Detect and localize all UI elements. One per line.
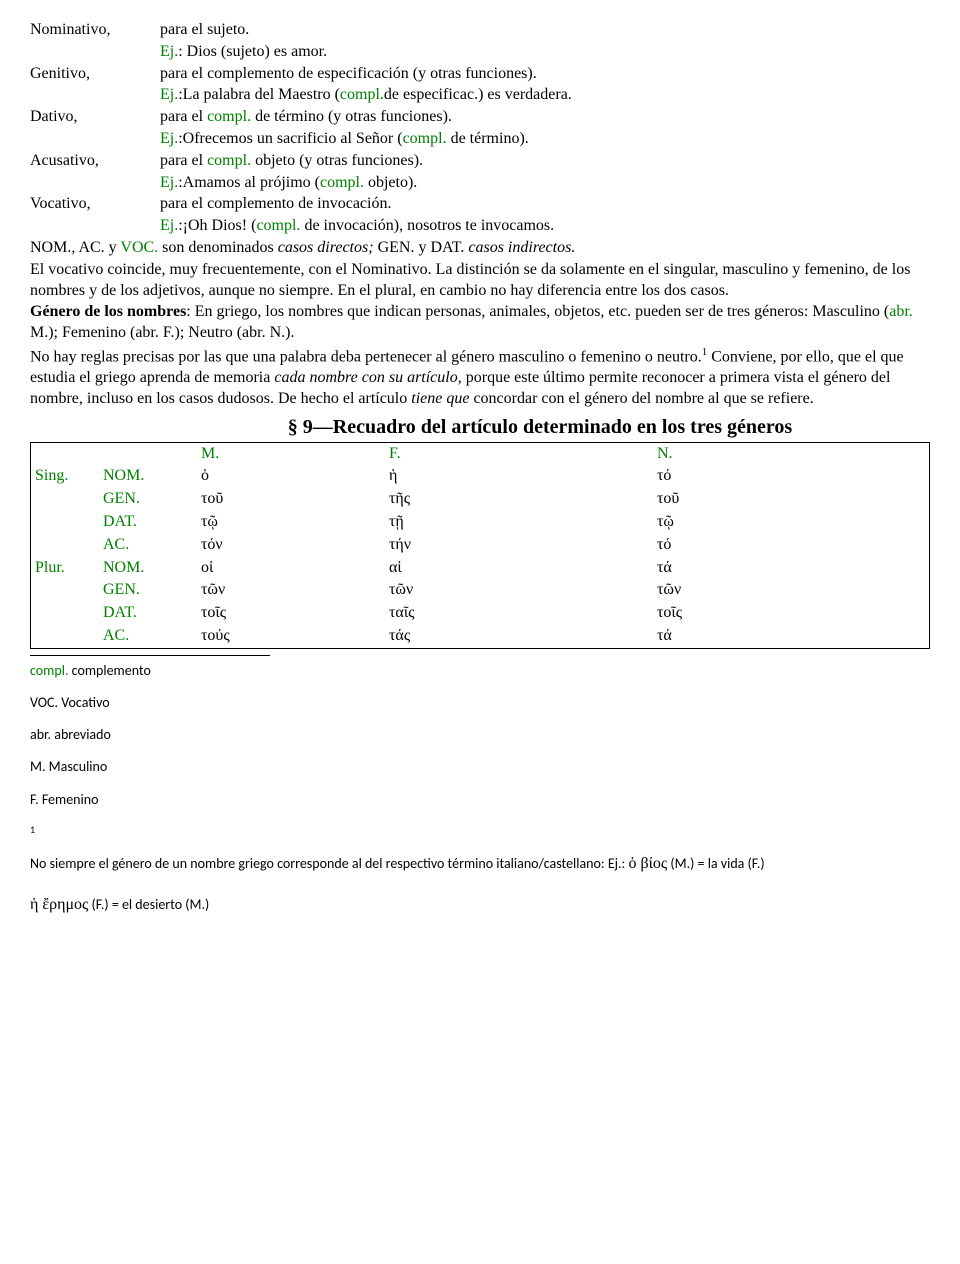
footnote-m: M. Masculino xyxy=(30,758,930,776)
footnote-rule xyxy=(30,655,270,656)
table-row: DAT. τῷ τῇ τῷ xyxy=(31,511,930,534)
table-row: GEN. τῶν τῶν τῶν xyxy=(31,579,930,602)
paragraph-reglas: No hay reglas precisas por las que una p… xyxy=(30,345,930,410)
case-example: Ej.:La palabra del Maestro (compl.de esp… xyxy=(160,85,572,106)
paragraph-genero: Género de los nombres: En griego, los no… xyxy=(30,302,930,344)
footnote-compl: compl. complemento xyxy=(30,662,930,680)
footnote-abr: abr. abreviado xyxy=(30,726,930,744)
case-label: Vocativo, xyxy=(30,194,160,215)
case-example: Ej.:Ofrecemos un sacrificio al Señor (co… xyxy=(160,129,529,150)
footnote-note1: No siempre el género de un nombre griego… xyxy=(30,850,930,877)
case-acusativo: Acusativo, para el compl. objeto (y otra… xyxy=(30,151,930,194)
table-header-row: M. F. N. xyxy=(31,442,930,465)
footnote-voc: VOC. Vocativo xyxy=(30,694,930,712)
table-row: AC. τούς τάς τά xyxy=(31,625,930,648)
header-n: N. xyxy=(653,442,930,465)
case-vocativo: Vocativo, para el complemento de invocac… xyxy=(30,194,930,237)
table-row: AC. τόν τήν τό xyxy=(31,534,930,557)
case-desc: para el compl. de término (y otras funci… xyxy=(160,107,930,128)
table-row: Sing. NOM. ὁ ἡ τό xyxy=(31,465,930,488)
section-title: § 9—Recuadro del artículo determinado en… xyxy=(150,414,930,440)
table-row: DAT. τοῖς ταῖς τοῖς xyxy=(31,602,930,625)
case-desc: para el complemento de invocación. xyxy=(160,194,930,215)
paragraph-vocativo: El vocativo coincide, muy frecuentemente… xyxy=(30,260,930,302)
case-example: Ej.:Amamos al prójimo (compl. objeto). xyxy=(160,173,417,194)
case-label: Acusativo, xyxy=(30,151,160,172)
footnote-note2: ἡ ἔρημος (F.) = el desierto (M.) xyxy=(30,891,930,918)
case-dativo: Dativo, para el compl. de término (y otr… xyxy=(30,107,930,150)
case-nominativo: Nominativo, para el sujeto. Ej.: Dios (s… xyxy=(30,20,930,63)
table-row: GEN. τοῦ τῆς τοῦ xyxy=(31,488,930,511)
case-example: Ej.:¡Oh Dios! (compl. de invocación), no… xyxy=(160,216,554,237)
case-example: Ej.: Dios (sujeto) es amor. xyxy=(160,42,327,63)
article-table: M. F. N. Sing. NOM. ὁ ἡ τό GEN. τοῦ τῆς … xyxy=(30,442,930,649)
header-f: F. xyxy=(385,442,653,465)
case-desc: para el sujeto. xyxy=(160,20,930,41)
case-label: Dativo, xyxy=(30,107,160,128)
case-desc: para el complemento de especificación (y… xyxy=(160,64,930,85)
footnote-f: F. Femenino xyxy=(30,791,930,809)
case-desc: para el compl. objeto (y otras funciones… xyxy=(160,151,930,172)
case-genitivo: Genitivo, para el complemento de especif… xyxy=(30,64,930,107)
case-label: Genitivo, xyxy=(30,64,160,85)
header-m: M. xyxy=(197,442,385,465)
paragraph-casos: NOM., AC. y VOC. son denominados casos d… xyxy=(30,238,930,259)
table-row: Plur. NOM. οἱ αἱ τά xyxy=(31,557,930,580)
footnote-1: 1 xyxy=(30,823,930,836)
case-label: Nominativo, xyxy=(30,20,160,41)
